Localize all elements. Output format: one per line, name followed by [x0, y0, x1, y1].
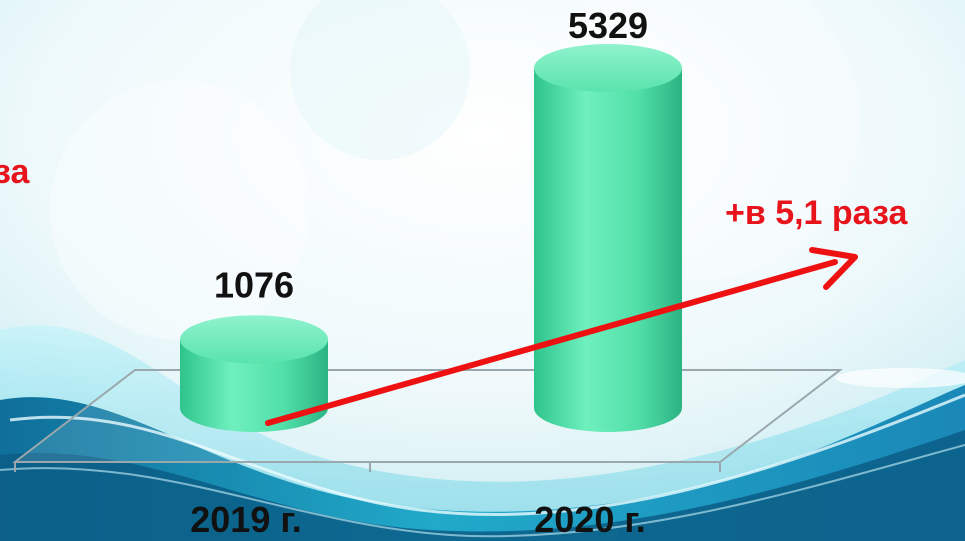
bar-2019-г.: 1076 2019 г.: [180, 264, 328, 540]
category-label: 2020 г.: [534, 499, 645, 540]
chart-floor: [12, 369, 843, 472]
category-label: 2019 г.: [190, 499, 301, 540]
growth-arrow: [265, 247, 858, 426]
value-label: 1076: [214, 264, 294, 305]
bar-top: [534, 44, 682, 92]
bar-top: [180, 315, 328, 364]
partial-annotation: за: [0, 153, 30, 191]
bar-body: [180, 339, 328, 432]
bar-2020-г.: 5329 2020 г.: [534, 5, 682, 540]
growth-annotation: +в 5,1 раза: [725, 194, 908, 232]
value-label: 5329: [568, 5, 648, 46]
bar-body: [534, 68, 682, 432]
